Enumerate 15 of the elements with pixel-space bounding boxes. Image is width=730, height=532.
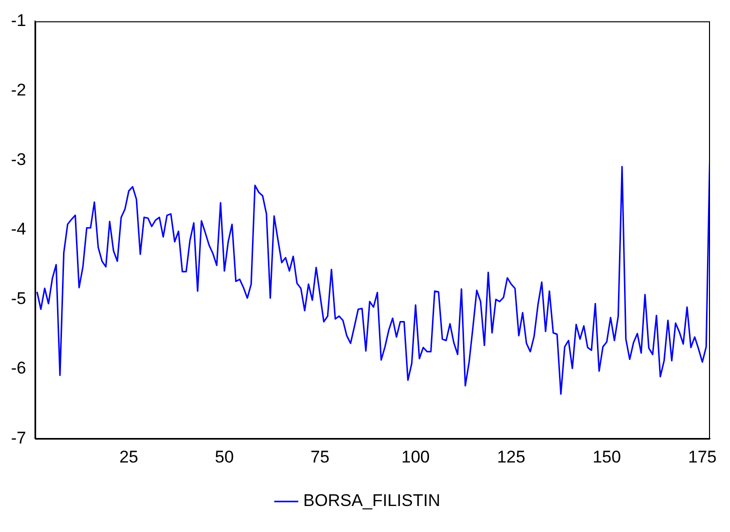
x-tick-label: 25: [119, 447, 138, 466]
x-tick-label: 50: [214, 447, 234, 466]
y-tick-label: -7: [10, 428, 26, 448]
x-tick-label: 125: [496, 447, 526, 466]
y-tick-label: -1: [10, 10, 26, 30]
y-tick-label: -2: [10, 80, 26, 100]
x-tick-label: 100: [401, 447, 430, 466]
y-tick-label: -3: [10, 150, 26, 170]
x-tick-label: 75: [310, 447, 330, 466]
x-tick-label: 175: [688, 447, 717, 466]
y-tick-label: -6: [10, 358, 26, 378]
y-tick-label: -4: [10, 220, 26, 239]
x-tick-label: 150: [592, 447, 621, 466]
legend-label: BORSA_FILISTIN: [303, 491, 440, 510]
y-tick-label: -5: [10, 289, 26, 308]
